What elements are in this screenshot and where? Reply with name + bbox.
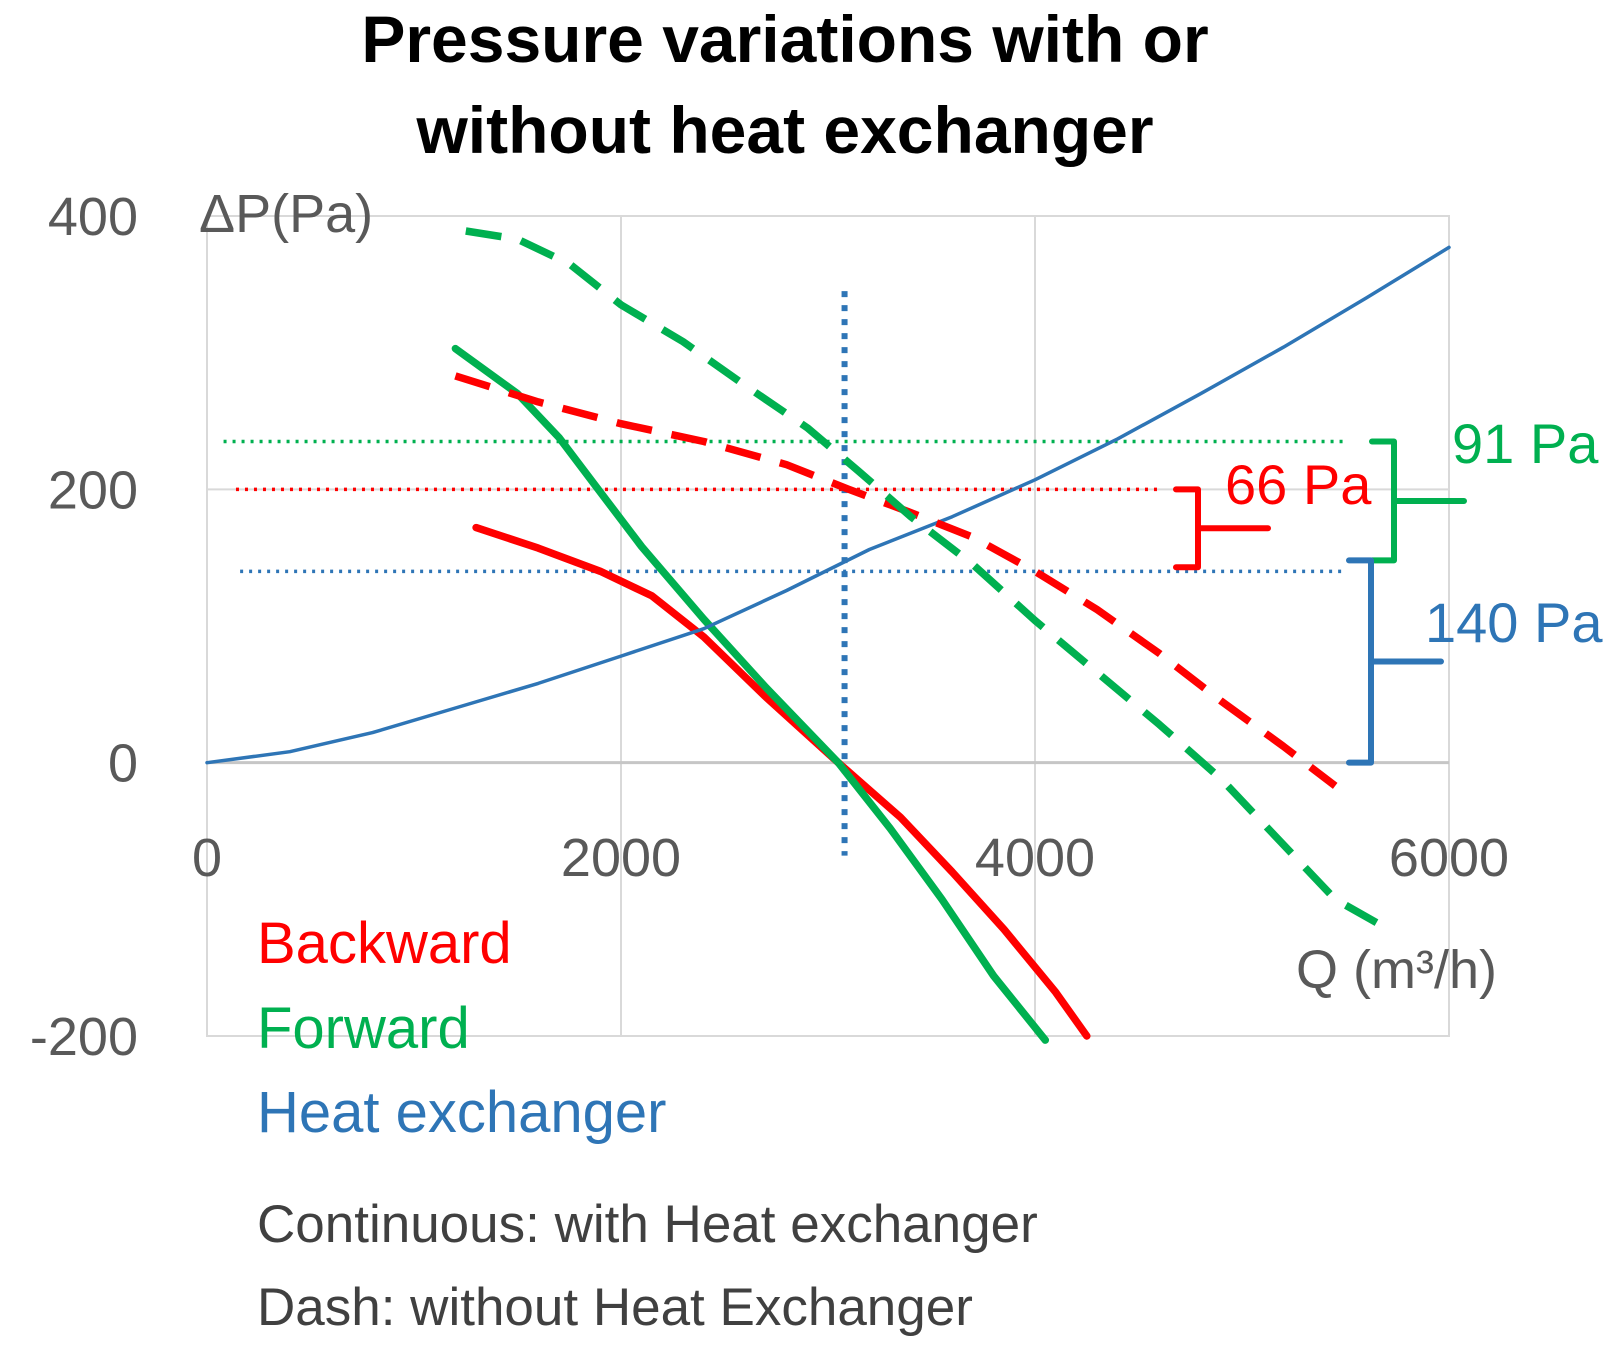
x-axis-label: Q (m³/h)	[1296, 940, 1497, 1000]
legend-heat-exchanger: Heat exchanger	[257, 1080, 666, 1145]
bracket-annotations	[1173, 438, 1467, 766]
gridlines	[206, 215, 1450, 1037]
x-tick-label: 2000	[561, 828, 681, 888]
series-line-forward-dash	[465, 227, 1379, 926]
series-line-backward-continuous	[472, 523, 1091, 1040]
chart-title-line-1: Pressure variations with or	[361, 2, 1208, 76]
y-tick-labels: -200 0 200 400	[30, 187, 138, 1067]
series-lines	[205, 227, 1451, 1044]
reference-lines	[223, 291, 1346, 856]
chart-title-line-2: without heat exchanger	[415, 93, 1153, 167]
x-tick-label: 6000	[1389, 828, 1509, 888]
series-line-backward-dash	[454, 372, 1338, 789]
annotation-140-pa: 140 Pa	[1425, 591, 1603, 654]
legend-forward: Forward	[257, 996, 470, 1061]
y-axis-label: ΔP(Pa)	[199, 184, 373, 244]
x-tick-label: 0	[192, 828, 222, 888]
y-tick-label: 200	[48, 460, 138, 520]
y-tick-label: -200	[30, 1007, 138, 1067]
annotation-91-pa: 91 Pa	[1452, 412, 1599, 475]
x-tick-labels: 0 2000 4000 6000	[192, 828, 1509, 888]
bracket-66-pa	[1173, 486, 1271, 571]
annotation-66-pa: 66 Pa	[1225, 453, 1372, 516]
bracket-140-pa	[1346, 557, 1444, 766]
y-tick-label: 0	[108, 734, 138, 794]
bracket-91-pa	[1369, 438, 1467, 564]
series-line-heat-exchanger-continuous	[205, 245, 1451, 765]
note-continuous: Continuous: with Heat exchanger	[257, 1195, 1038, 1254]
legend-backward: Backward	[257, 911, 512, 976]
y-tick-label: 400	[48, 187, 138, 247]
x-tick-label: 4000	[975, 828, 1095, 888]
note-dash: Dash: without Heat Exchanger	[257, 1278, 973, 1337]
series-line-forward-continuous	[451, 344, 1050, 1044]
